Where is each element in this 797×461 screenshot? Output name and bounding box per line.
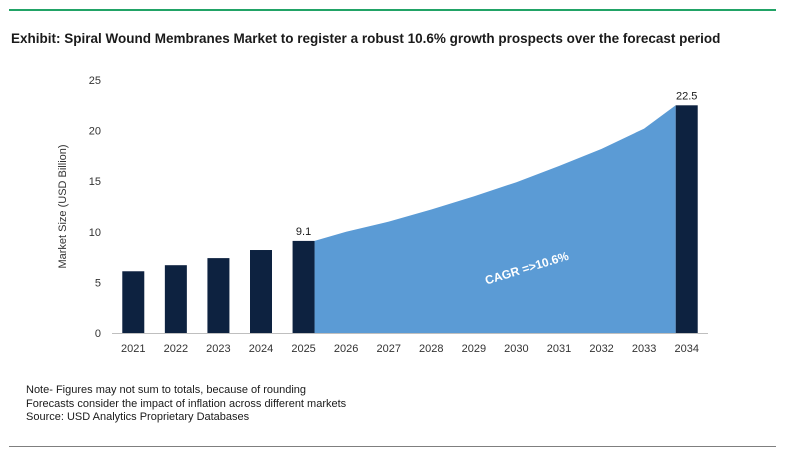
x-tick-2026: 2026 — [334, 343, 358, 355]
x-tick-2025: 2025 — [291, 343, 315, 355]
note-inflation: Forecasts consider the impact of inflati… — [26, 397, 347, 410]
y-tick-25: 25 — [89, 75, 101, 87]
data-label-2034: 22.5 — [676, 90, 697, 102]
y-tick-15: 15 — [89, 176, 101, 188]
bar-2034 — [675, 105, 698, 333]
x-tick-2028: 2028 — [419, 343, 443, 355]
note-source: Source: USD Analytics Proprietary Databa… — [26, 411, 250, 423]
x-tick-2027: 2027 — [376, 343, 400, 355]
bar-2023 — [207, 258, 230, 333]
bar-2024 — [250, 250, 272, 333]
x-tick-2022: 2022 — [164, 343, 188, 355]
bar-2022 — [164, 265, 187, 333]
bottom-divider — [9, 446, 776, 447]
x-tick-2033: 2033 — [632, 343, 656, 355]
chart-title: Exhibit: Spiral Wound Membranes Market t… — [11, 31, 721, 46]
note-rounding: Note- Figures may not sum to totals, bec… — [26, 384, 307, 396]
bar-2021 — [122, 271, 145, 333]
bar-2025 — [292, 240, 315, 333]
forecast-area — [314, 105, 676, 333]
data-label-2025: 9.1 — [296, 226, 311, 238]
x-tick-2029: 2029 — [462, 343, 486, 355]
x-tick-2031: 2031 — [547, 343, 571, 355]
y-axis-label: Market Size (USD Billion) — [57, 144, 69, 268]
x-tick-2034: 2034 — [674, 343, 698, 355]
notes: Note- Figures may not sum to totals, bec… — [26, 384, 346, 425]
x-tick-2024: 2024 — [249, 343, 273, 355]
top-divider — [9, 9, 776, 11]
y-tick-20: 20 — [89, 126, 101, 138]
y-tick-10: 10 — [89, 227, 101, 239]
y-tick-0: 0 — [95, 328, 101, 340]
y-tick-5: 5 — [95, 277, 101, 289]
x-tick-2021: 2021 — [121, 343, 145, 355]
x-tick-2023: 2023 — [206, 343, 230, 355]
x-tick-2032: 2032 — [589, 343, 613, 355]
x-tick-2030: 2030 — [504, 343, 528, 355]
